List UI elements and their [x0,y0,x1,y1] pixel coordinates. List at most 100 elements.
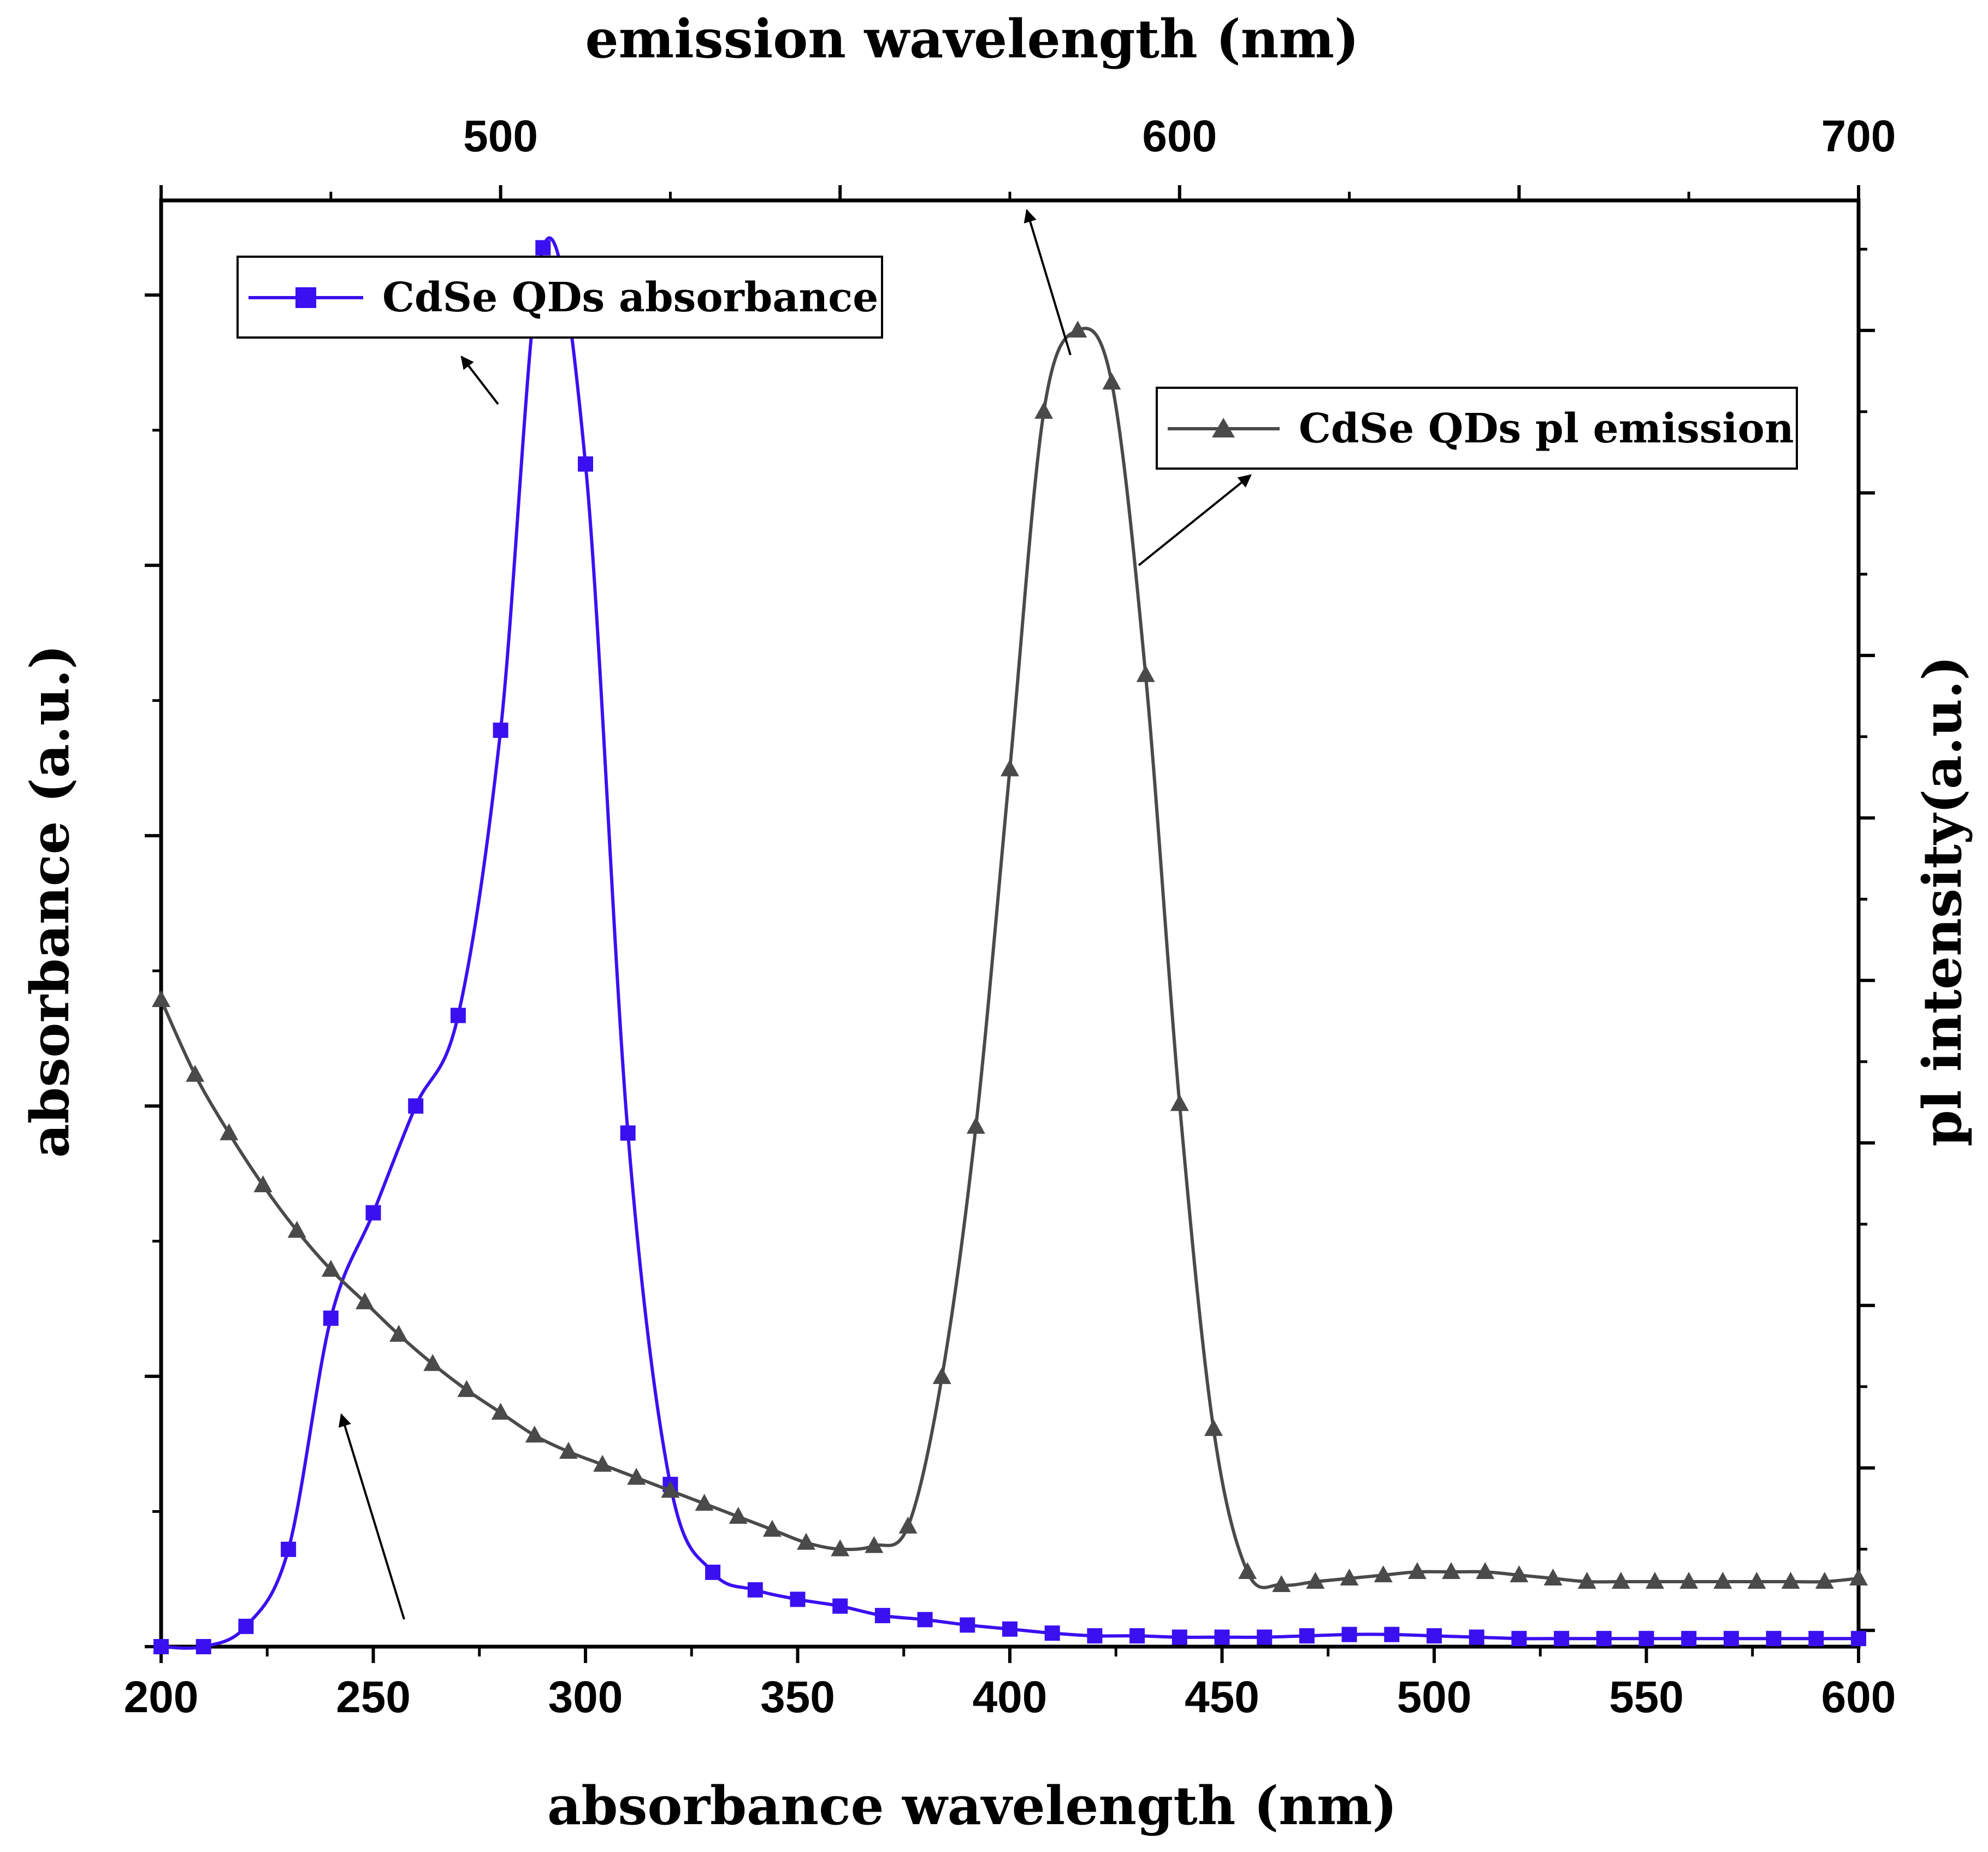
absorbance-point [1044,1625,1060,1641]
bottom-tick-label: 300 [548,1672,623,1722]
absorbance-point [1257,1629,1273,1645]
pl-emission-point [1306,1571,1325,1589]
pl-emission-point [932,1367,951,1384]
absorbance-point [196,1639,211,1654]
top-axis-ticks [159,185,1860,200]
absorbance-point [281,1541,297,1557]
top-tick-label: 700 [1821,111,1896,161]
bottom-tick-label: 450 [1185,1672,1259,1722]
pl-emission-point [220,1123,239,1140]
left-axis-title: absorbance (a.u.) [19,644,81,1158]
pl-emission-point [1272,1575,1291,1592]
absorbance-point [408,1098,424,1114]
pl-emission-point [593,1454,612,1472]
absorbance-point [1469,1629,1484,1645]
absorbance-point [493,723,508,738]
pl-emission-point [355,1292,374,1310]
absorbance-point [1596,1631,1612,1647]
pl-emission-point [1442,1562,1461,1579]
pl-emission-point [1713,1571,1732,1589]
pl-emission-point [321,1259,340,1277]
bottom-axis-title: absorbance wavelength (nm) [547,1775,1397,1837]
absorbance-point [1214,1629,1230,1645]
legend-absorbance: CdSe QDs absorbance [236,256,883,339]
pl-emission-point [1781,1571,1800,1589]
series-pl-emission [152,321,1868,1592]
pl-emission-point [1136,665,1155,682]
absorbance-point [1427,1628,1442,1644]
absorbance-point [153,1639,169,1654]
absorbance-point [705,1564,721,1580]
pl-emission-point [1340,1569,1359,1586]
absorbance-point [1384,1626,1400,1642]
pl-emission-point [1510,1565,1529,1583]
bottom-tick-label: 600 [1821,1672,1896,1722]
pl-emission-point [253,1175,273,1193]
left-axis-ticks [145,293,161,1648]
pl-emission-point [762,1519,782,1537]
pl-emission-point [1577,1571,1596,1589]
pl-emission-point [186,1064,205,1082]
pl-emission-point [627,1468,646,1485]
absorbance-point [1766,1631,1782,1647]
pl-emission-point [695,1494,714,1511]
absorbance-point [1087,1628,1103,1644]
pl-emission-point [831,1539,850,1557]
bottom-tick-label: 500 [1397,1672,1472,1722]
absorbance-point [450,1008,466,1023]
pl-emission-point [152,990,170,1007]
pl-emission-point [1102,372,1121,390]
pl-emission-point [729,1506,748,1524]
pl-emission-point [1476,1562,1495,1579]
pl-emission-point [1204,1419,1223,1436]
absorbance-point [1851,1631,1866,1647]
top-tick-label: 500 [463,111,538,161]
pl-emission-point [797,1533,816,1550]
absorbance-point [1511,1631,1527,1647]
absorbance-point [1341,1626,1357,1642]
arrow-pl-legend [1138,474,1252,566]
arrow-absorbance-legend [460,356,499,405]
absorbance-point [1002,1621,1017,1637]
absorbance-point [238,1618,254,1634]
absorbance-point [535,240,551,256]
absorbance-point [1681,1631,1697,1647]
absorbance-point [1723,1631,1739,1647]
absorbance-point [917,1612,933,1628]
absorbance-point [747,1582,763,1598]
absorbance-point [790,1591,806,1607]
bottom-tick-label: 250 [336,1672,411,1722]
legend-pl-marker [1212,418,1235,437]
pl-emission-point [1170,1094,1189,1111]
right-axis-title: pl intensity(a.u.) [1912,656,1973,1147]
bottom-tick-label: 400 [973,1672,1048,1722]
pl-emission-point [1646,1571,1665,1589]
absorbance-point [1808,1631,1824,1647]
absorbance-point [832,1598,848,1614]
absorbance-point [620,1125,636,1141]
pl-emission-point [1815,1571,1834,1589]
pl-emission-point [457,1380,476,1397]
bottom-axis-ticks [159,1647,1860,1663]
bottom-tick-label: 200 [124,1672,199,1722]
legend-pl-emission: CdSe QDs pl emission [1156,387,1798,470]
legend-absorbance-marker [295,287,316,308]
absorbance-point [1638,1631,1654,1647]
pl-emission-point [1068,321,1087,338]
bottom-tick-label: 350 [760,1672,835,1722]
legend-pl-label: CdSe QDs pl emission [1299,405,1794,452]
pl-emission-point [525,1425,544,1443]
top-axis-title: emission wavelength (nm) [585,8,1359,70]
pl-emission-point [1034,401,1054,419]
pl-emission-point [1238,1562,1257,1579]
pl-emission-point [389,1324,409,1342]
arrow-absorbance-axis [338,1413,405,1620]
series-absorbance [153,236,1866,1654]
pl-emission-point [1679,1571,1699,1589]
absorbance-point [874,1608,890,1624]
legend-absorbance-label: CdSe QDs absorbance [382,274,878,321]
pl-emission-point [898,1516,918,1534]
absorbance-point [1299,1628,1315,1644]
pl-emission-point [661,1481,680,1498]
